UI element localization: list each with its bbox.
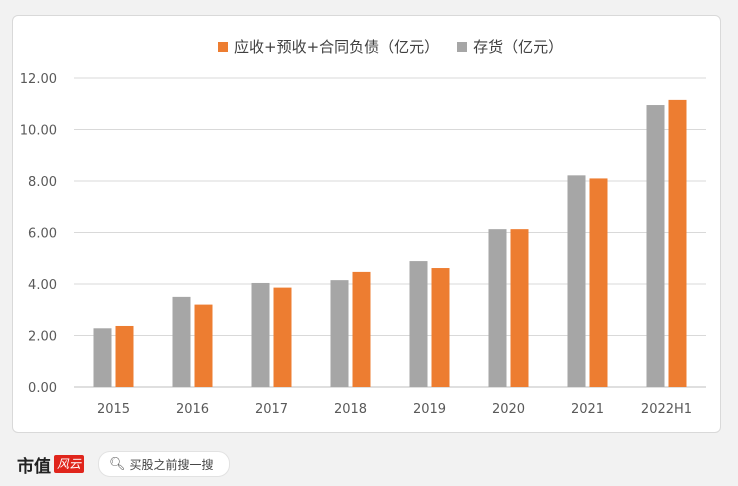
x-tick-label: 2017	[255, 402, 288, 417]
brand-logo-mark: 风云	[54, 455, 85, 473]
x-tick-label: 2021	[571, 402, 604, 417]
bar-inventory	[567, 175, 586, 387]
legend-swatch-orange	[218, 41, 228, 52]
y-tick-labels: 0.00 2.00 4.00 6.00 8.00 10.00 12.00	[20, 72, 57, 396]
x-tick-labels: 2015 2016 2017 2018 2019 2020 2021 2022H1	[97, 402, 692, 417]
bar-inventory	[488, 229, 507, 387]
y-tick-label: 0.00	[28, 381, 57, 396]
bar-receivables	[510, 229, 529, 387]
x-tick-label: 2018	[334, 402, 367, 417]
gridlines	[74, 77, 706, 388]
bar-receivables	[115, 325, 134, 387]
bar-receivables	[431, 268, 450, 387]
bar-inventory	[251, 282, 270, 387]
bar-receivables	[589, 178, 608, 387]
bar-receivables	[352, 271, 371, 387]
y-tick-label: 10.00	[20, 124, 57, 139]
brand-logo[interactable]: 市值 风云	[17, 451, 85, 477]
bar-inventory	[409, 261, 428, 387]
search-box[interactable]: 🔍︎ 买股之前搜一搜	[98, 451, 230, 477]
legend-item-inventory: 存货（亿元）	[457, 36, 563, 57]
bar-inventory	[93, 328, 112, 387]
x-tick-label: 2022H1	[641, 402, 692, 417]
y-tick-label: 4.00	[28, 278, 57, 293]
bar-inventory	[646, 105, 665, 387]
bar-inventory	[172, 296, 191, 387]
bar-receivables	[194, 304, 213, 387]
x-tick-label: 2016	[176, 402, 209, 417]
chart-legend: 应收+预收+合同负债（亿元） 存货（亿元）	[218, 36, 581, 57]
legend-swatch-gray	[457, 41, 468, 52]
bar-inventory	[330, 280, 349, 387]
y-tick-label: 12.00	[20, 72, 57, 87]
y-tick-label: 8.00	[28, 175, 57, 190]
x-tick-label: 2015	[97, 402, 130, 417]
legend-item-receivables: 应收+预收+合同负债（亿元）	[218, 36, 439, 57]
x-tick-label: 2019	[413, 402, 446, 417]
brand-text: 市值	[17, 456, 51, 477]
y-tick-label: 2.00	[28, 330, 57, 345]
bar-receivables	[273, 287, 292, 387]
legend-label-receivables: 应收+预收+合同负债（亿元）	[234, 38, 440, 56]
bar-receivables	[668, 99, 687, 387]
footer-bar: 市值 风云 🔍︎ 买股之前搜一搜	[0, 446, 738, 486]
x-tick-label: 2020	[492, 402, 525, 417]
search-placeholder: 买股之前搜一搜	[129, 457, 214, 472]
legend-label-inventory: 存货（亿元）	[473, 38, 564, 56]
y-tick-label: 6.00	[28, 227, 57, 242]
bars	[93, 99, 687, 387]
search-icon: 🔍︎	[109, 456, 126, 472]
